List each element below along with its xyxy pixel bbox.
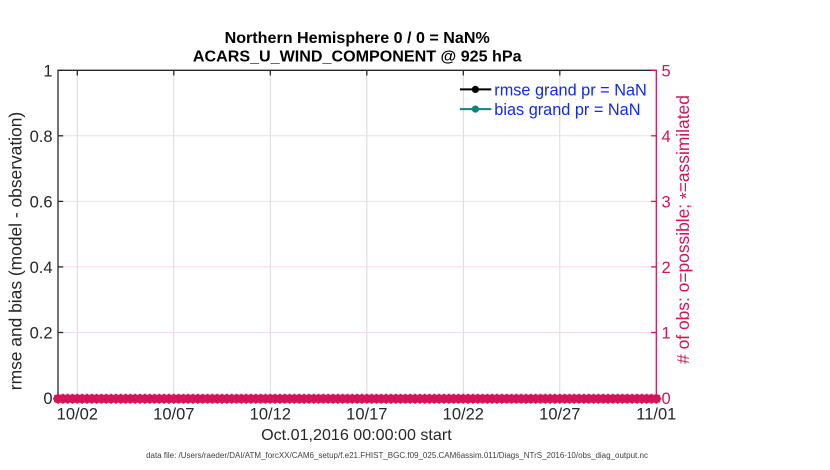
svg-text:bias grand pr = NaN: bias grand pr = NaN	[494, 101, 640, 119]
svg-text:rmse and bias (model - observa: rmse and bias (model - observation)	[6, 112, 26, 390]
svg-text:ACARS_U_WIND_COMPONENT @ 925 h: ACARS_U_WIND_COMPONENT @ 925 hPa	[193, 48, 523, 66]
svg-text:0.8: 0.8	[30, 128, 53, 146]
svg-text:Oct.01,2016 00:00:00 start: Oct.01,2016 00:00:00 start	[261, 426, 452, 444]
svg-text:0.4: 0.4	[30, 259, 53, 277]
svg-text:10/17: 10/17	[346, 406, 387, 424]
svg-text:1: 1	[43, 62, 52, 80]
svg-text:0.2: 0.2	[30, 325, 53, 343]
svg-text:10/12: 10/12	[250, 406, 291, 424]
svg-text:10/02: 10/02	[57, 406, 98, 424]
svg-text:0.6: 0.6	[30, 193, 53, 211]
svg-text:# of obs: o=possible; *=assimi: # of obs: o=possible; *=assimilated	[673, 95, 696, 364]
svg-text:4: 4	[662, 128, 671, 146]
svg-text:Northern Hemisphere 0 / 0 = Na: Northern Hemisphere 0 / 0 = NaN%	[225, 29, 490, 47]
svg-text:rmse grand pr = NaN: rmse grand pr = NaN	[494, 81, 646, 99]
svg-text:10/07: 10/07	[153, 406, 194, 424]
svg-text:data file: /Users/raeder/DAI/A: data file: /Users/raeder/DAI/ATM_forcXX/…	[146, 451, 648, 460]
svg-text:10/22: 10/22	[443, 406, 484, 424]
svg-text:0: 0	[43, 390, 52, 408]
svg-text:11/01: 11/01	[636, 406, 676, 424]
svg-text:10/27: 10/27	[539, 406, 580, 424]
svg-text:0: 0	[662, 390, 671, 408]
svg-text:1: 1	[662, 325, 671, 343]
svg-text:5: 5	[662, 62, 671, 80]
svg-text:3: 3	[662, 193, 671, 211]
svg-text:2: 2	[662, 259, 671, 277]
